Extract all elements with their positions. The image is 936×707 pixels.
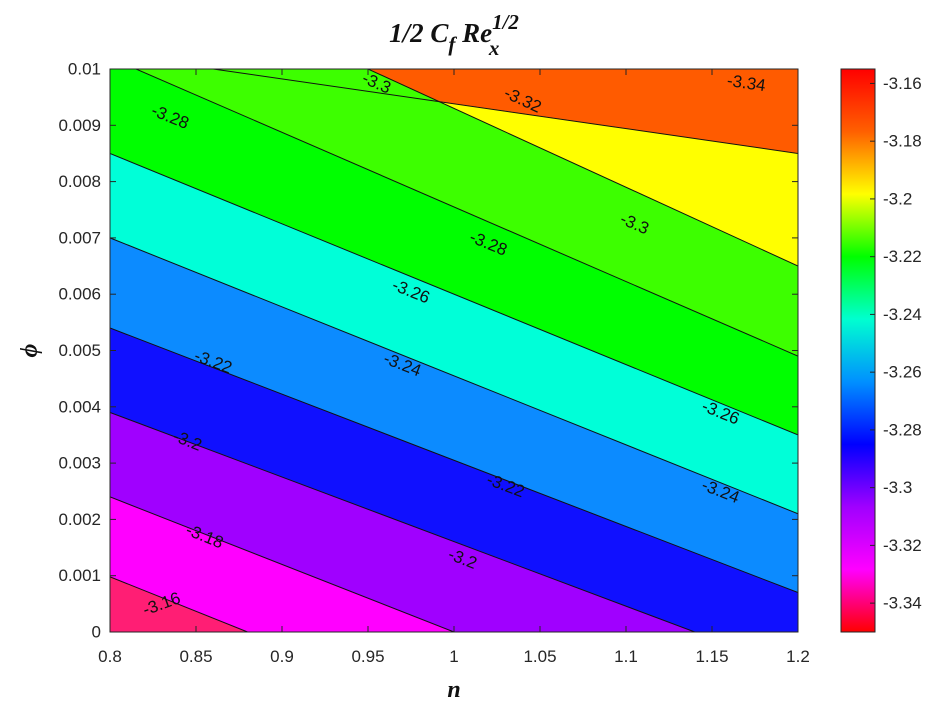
colorbar-tick-label: -3.26	[883, 363, 922, 382]
title-part: 1/2 C	[389, 18, 449, 48]
colorbar-tick-label: -3.18	[883, 132, 922, 151]
x-tick-label: 0.85	[179, 647, 212, 666]
y-tick-label: 0.005	[58, 341, 101, 360]
colorbar-tick-label: -3.16	[883, 74, 922, 93]
x-tick-label: 0.9	[270, 647, 294, 666]
chart-title-text: 1/2 Cf Re1/2 x	[389, 10, 519, 60]
y-axis-label-group: ϕ	[17, 343, 43, 357]
colorbar-tick-label: -3.24	[883, 305, 922, 324]
x-axis-label-group: n	[447, 677, 460, 703]
colorbar-tick-label: -3.22	[883, 247, 922, 266]
y-tick-label: 0.001	[58, 566, 101, 585]
title-part: x	[488, 36, 500, 60]
chart-title: 1/2 Cf Re1/2 x	[389, 10, 519, 60]
y-tick-label: 0.007	[58, 228, 101, 247]
x-tick-label: 1.1	[614, 647, 638, 666]
colorbar: -3.16 -3.18 -3.2 -3.22 -3.24 -3.26 -3.28 -3.3 -3…	[841, 69, 922, 632]
x-tick-label: 1	[449, 647, 458, 666]
y-tick-label: 0.003	[58, 454, 101, 473]
title-part: Re	[455, 18, 492, 48]
y-tick-label: 0	[92, 623, 101, 642]
y-tick-label: 0.006	[58, 285, 101, 304]
y-tick-label: 0.01	[68, 60, 101, 79]
y-tick-label: 0.008	[58, 172, 101, 191]
y-tick-label: 0.002	[58, 510, 101, 529]
x-axis-label: n	[447, 677, 460, 703]
y-tick-label: 0.004	[58, 397, 101, 416]
title-part: 1/2	[492, 10, 519, 34]
x-tick-label: 1.05	[523, 647, 556, 666]
y-axis-label: ϕ	[17, 343, 43, 357]
colorbar-tick-label: -3.32	[883, 536, 922, 555]
colorbar-tick-label: -3.34	[883, 594, 922, 613]
colorbar-tick-label: -3.28	[883, 420, 922, 439]
x-tick-label: 0.8	[98, 647, 122, 666]
x-tick-label: 0.95	[351, 647, 384, 666]
colorbar-gradient	[841, 69, 875, 632]
x-tick-label: 1.2	[786, 647, 810, 666]
x-tick-label: 1.15	[695, 647, 728, 666]
colorbar-tick-label: -3.3	[883, 478, 912, 497]
y-tick-label: 0.009	[58, 116, 101, 135]
colorbar-tick-label: -3.2	[883, 189, 912, 208]
